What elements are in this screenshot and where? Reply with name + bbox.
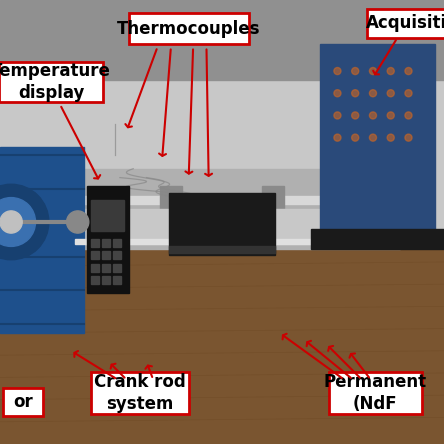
Bar <box>0 0 444 391</box>
Text: Permanent
(NdF: Permanent (NdF <box>324 373 427 412</box>
Bar <box>91 264 99 272</box>
Circle shape <box>369 90 377 97</box>
Circle shape <box>0 198 36 246</box>
Circle shape <box>352 112 359 119</box>
Bar <box>113 239 121 247</box>
Bar <box>75 209 395 244</box>
Bar <box>102 251 110 259</box>
Bar <box>0 0 444 80</box>
Circle shape <box>352 90 359 97</box>
Text: Crank rod
system: Crank rod system <box>94 373 186 412</box>
Circle shape <box>67 211 89 233</box>
Bar <box>36 169 400 249</box>
Text: Acquisiti: Acquisiti <box>366 14 444 32</box>
Bar <box>169 193 275 255</box>
Bar <box>311 229 444 249</box>
Bar <box>113 276 121 284</box>
Bar <box>0 147 84 333</box>
Circle shape <box>405 90 412 97</box>
Circle shape <box>334 67 341 75</box>
Bar <box>91 251 99 259</box>
Circle shape <box>369 112 377 119</box>
Bar <box>91 239 99 247</box>
Circle shape <box>334 134 341 141</box>
Circle shape <box>369 67 377 75</box>
FancyBboxPatch shape <box>329 372 422 414</box>
Circle shape <box>0 211 22 233</box>
Bar <box>160 186 182 226</box>
Bar <box>36 196 400 204</box>
Circle shape <box>405 134 412 141</box>
FancyBboxPatch shape <box>91 372 189 414</box>
Circle shape <box>352 67 359 75</box>
Bar <box>0 249 444 444</box>
Circle shape <box>387 67 394 75</box>
Circle shape <box>387 112 394 119</box>
Text: Thermocouples: Thermocouples <box>117 20 261 38</box>
Bar <box>320 44 435 231</box>
Bar <box>91 200 124 231</box>
Bar <box>113 264 121 272</box>
FancyBboxPatch shape <box>129 13 249 44</box>
Bar <box>102 276 110 284</box>
Circle shape <box>405 67 412 75</box>
Bar <box>87 186 129 293</box>
FancyBboxPatch shape <box>3 388 43 416</box>
Circle shape <box>334 112 341 119</box>
Bar <box>102 264 110 272</box>
Text: Temperature
display: Temperature display <box>0 63 111 102</box>
Circle shape <box>369 134 377 141</box>
Circle shape <box>352 134 359 141</box>
FancyBboxPatch shape <box>367 9 444 38</box>
Circle shape <box>387 90 394 97</box>
Bar <box>102 239 110 247</box>
Bar <box>75 239 395 244</box>
Circle shape <box>334 90 341 97</box>
Text: or: or <box>13 393 33 411</box>
Bar <box>91 276 99 284</box>
Circle shape <box>405 112 412 119</box>
Circle shape <box>0 184 49 260</box>
FancyBboxPatch shape <box>0 62 103 102</box>
Circle shape <box>387 134 394 141</box>
Bar <box>113 251 121 259</box>
Bar <box>262 186 284 226</box>
Bar <box>169 246 275 253</box>
